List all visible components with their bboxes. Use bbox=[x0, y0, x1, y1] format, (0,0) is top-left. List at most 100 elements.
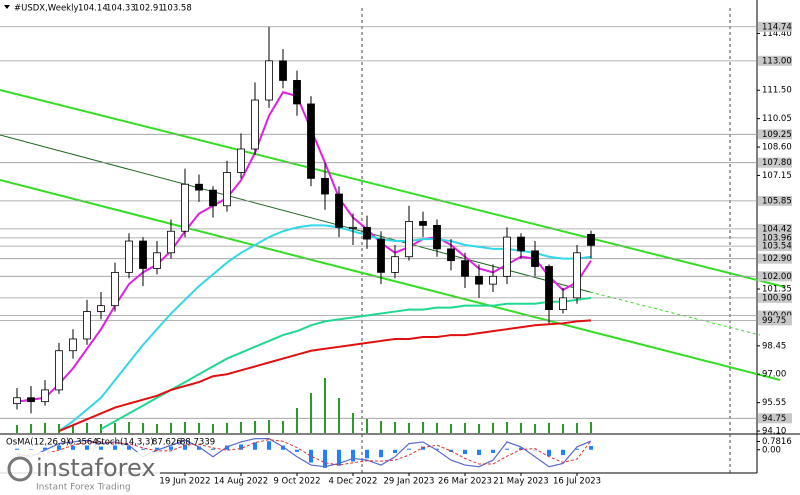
level-box bbox=[758, 55, 792, 66]
y-tick-label: 111.50 bbox=[762, 86, 792, 96]
watermark: instaforex Instant Forex Trading bbox=[0, 452, 160, 495]
volume-bar bbox=[142, 423, 144, 433]
volume-bar bbox=[520, 423, 522, 433]
candle-body bbox=[531, 250, 539, 267]
osma-bar bbox=[589, 445, 593, 450]
volume-bar bbox=[562, 424, 564, 433]
level-label: 113.00 bbox=[762, 56, 792, 66]
level-box bbox=[758, 315, 792, 326]
candle-body bbox=[279, 60, 287, 81]
stoch-signal-value: 88.7339 bbox=[180, 438, 215, 448]
osma-bar bbox=[155, 447, 159, 450]
volume-bar bbox=[44, 423, 46, 433]
candle-body bbox=[111, 271, 119, 307]
candle-body bbox=[293, 80, 301, 105]
stoch-main bbox=[16, 438, 592, 468]
volume-bar bbox=[184, 422, 186, 433]
indicator-tick-label: 0.00 bbox=[762, 445, 781, 455]
candle-body bbox=[41, 389, 49, 403]
candle-body bbox=[27, 397, 35, 403]
osma-bar bbox=[435, 448, 439, 450]
level-label: 107.80 bbox=[762, 158, 792, 168]
brand: instaforex bbox=[36, 454, 156, 482]
osma-bar bbox=[393, 449, 397, 453]
candle-body bbox=[251, 99, 259, 150]
volume-bar bbox=[310, 393, 312, 433]
level-box bbox=[758, 195, 792, 206]
osma-bar bbox=[323, 449, 327, 468]
volume-bar bbox=[296, 408, 298, 433]
x-tick-label: 19 Jun 2022 bbox=[159, 477, 210, 487]
osma-bar bbox=[309, 449, 313, 463]
moving-average bbox=[100, 296, 592, 430]
candle-body bbox=[13, 397, 21, 405]
candle-body bbox=[489, 275, 497, 285]
volume-bar bbox=[16, 425, 18, 433]
osma-bar bbox=[477, 449, 481, 456]
level-label: 105.85 bbox=[762, 196, 792, 206]
candle-body bbox=[475, 275, 483, 285]
volume-bar bbox=[86, 423, 88, 433]
candle-body bbox=[419, 221, 427, 226]
volume-bar bbox=[548, 423, 550, 433]
indicator-title: OsMA(12,26,9) bbox=[6, 438, 69, 448]
ohlc-low: 102.91 bbox=[134, 4, 164, 14]
osma-bar bbox=[365, 449, 369, 459]
y-tick-label: 94.10 bbox=[762, 427, 786, 437]
candle-body bbox=[139, 240, 147, 269]
osma-bar bbox=[15, 448, 19, 450]
volume-bar bbox=[422, 422, 424, 433]
candle-body bbox=[447, 248, 455, 262]
volume-bar bbox=[170, 423, 172, 433]
candle-body bbox=[391, 256, 399, 273]
candle-body bbox=[587, 233, 595, 246]
osma-bar bbox=[491, 449, 495, 453]
menu-arrow[interactable] bbox=[4, 5, 10, 9]
level-label: 94.75 bbox=[762, 414, 786, 424]
volume-bar bbox=[352, 413, 354, 433]
candle-body bbox=[223, 172, 231, 207]
osma-bar bbox=[211, 448, 215, 450]
moving-average bbox=[58, 224, 592, 432]
y-tick-label: 95.55 bbox=[762, 398, 786, 408]
indicator-tick-label: 0.7816 bbox=[762, 437, 792, 447]
candle-body bbox=[181, 183, 189, 232]
candle-body bbox=[69, 338, 77, 352]
volume-bar bbox=[254, 421, 256, 433]
symbol: #USDX,Weekly bbox=[14, 4, 79, 14]
candle-body bbox=[349, 226, 357, 229]
volume-bar bbox=[324, 378, 326, 433]
volume-bar bbox=[30, 424, 32, 433]
level-label: 99.75 bbox=[762, 316, 786, 326]
osma-value: 0.3564 bbox=[68, 438, 98, 448]
candle-body bbox=[83, 311, 91, 340]
level-box bbox=[758, 241, 792, 252]
volume-bar bbox=[282, 421, 284, 433]
level-label: 103.96 bbox=[762, 233, 792, 243]
osma-bar bbox=[295, 449, 299, 452]
osma-bar bbox=[547, 449, 551, 457]
candle-body bbox=[559, 297, 567, 311]
candle-body bbox=[55, 350, 63, 391]
osma-bar bbox=[379, 449, 383, 458]
candle-body bbox=[503, 236, 511, 277]
osma-bar bbox=[43, 447, 47, 450]
level-box bbox=[758, 157, 792, 168]
volume-bar bbox=[534, 424, 536, 433]
osma-bar bbox=[267, 441, 271, 450]
level-label: 100.90 bbox=[762, 293, 792, 303]
osma-bar bbox=[169, 446, 173, 450]
candle-body bbox=[405, 221, 413, 258]
plot bbox=[13, 26, 595, 433]
y-tick-label: 110.05 bbox=[762, 114, 792, 124]
axes: 114.40 111.50 110.05 108.60 107.15 101.35 98.4… bbox=[159, 21, 792, 487]
osma-bar bbox=[99, 446, 103, 450]
volume-bar bbox=[436, 423, 438, 433]
y-tick-label: 108.60 bbox=[762, 143, 792, 153]
ohlc-close: 103.58 bbox=[162, 4, 192, 14]
osma-bar bbox=[351, 449, 355, 462]
osma-bar bbox=[127, 446, 131, 450]
candle-body bbox=[545, 266, 553, 311]
